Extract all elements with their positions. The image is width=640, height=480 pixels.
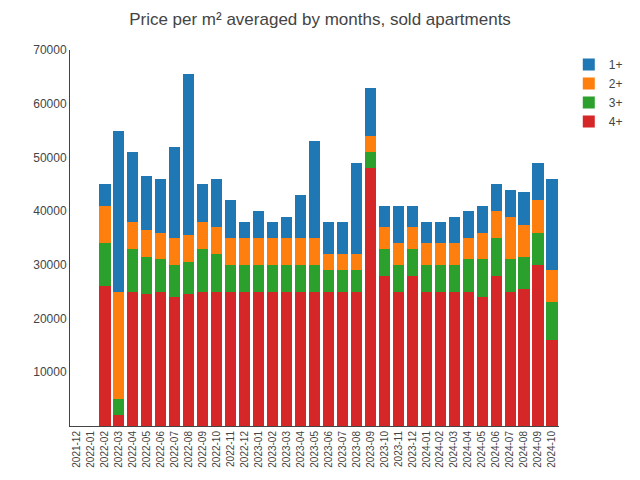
svg-text:10000: 10000 <box>33 365 67 379</box>
svg-text:2022-11: 2022-11 <box>225 431 236 467</box>
svg-text:2023-11: 2023-11 <box>393 431 404 467</box>
svg-text:2024-05: 2024-05 <box>476 431 487 468</box>
svg-text:2023-03: 2023-03 <box>281 431 292 468</box>
svg-text:2023-01: 2023-01 <box>253 431 264 468</box>
svg-text:Price per m² averaged by month: Price per m² averaged by months, sold ap… <box>129 10 511 29</box>
svg-text:2024-04: 2024-04 <box>462 431 473 468</box>
svg-text:2024-10: 2024-10 <box>546 431 557 468</box>
svg-text:2023-09: 2023-09 <box>365 431 376 468</box>
svg-text:2022-03: 2022-03 <box>113 431 124 468</box>
svg-text:70000: 70000 <box>33 43 67 57</box>
svg-text:20000: 20000 <box>33 312 67 326</box>
svg-text:40000: 40000 <box>33 204 67 218</box>
svg-text:2024-08: 2024-08 <box>518 431 529 468</box>
svg-text:2023-08: 2023-08 <box>351 431 362 468</box>
svg-text:2022-07: 2022-07 <box>169 431 180 468</box>
svg-text:2023-12: 2023-12 <box>407 431 418 468</box>
svg-text:2022-02: 2022-02 <box>99 431 110 468</box>
svg-text:2+: 2+ <box>609 77 623 91</box>
svg-text:2024-02: 2024-02 <box>434 431 445 468</box>
svg-text:2021-12: 2021-12 <box>71 431 82 468</box>
svg-text:1+: 1+ <box>609 58 623 72</box>
svg-text:2022-05: 2022-05 <box>141 431 152 468</box>
svg-text:2022-10: 2022-10 <box>211 431 222 468</box>
svg-text:60000: 60000 <box>33 97 67 111</box>
svg-text:2023-07: 2023-07 <box>337 431 348 468</box>
svg-text:2023-04: 2023-04 <box>295 431 306 468</box>
svg-text:4+: 4+ <box>609 115 623 129</box>
svg-text:2022-01: 2022-01 <box>85 431 96 468</box>
svg-text:2024-06: 2024-06 <box>490 431 501 468</box>
svg-text:2022-09: 2022-09 <box>197 431 208 468</box>
svg-text:2024-03: 2024-03 <box>448 431 459 468</box>
svg-text:30000: 30000 <box>33 258 67 272</box>
svg-text:2022-06: 2022-06 <box>155 431 166 468</box>
svg-text:2024-09: 2024-09 <box>532 431 543 468</box>
svg-text:2023-10: 2023-10 <box>379 431 390 468</box>
svg-text:2024-01: 2024-01 <box>421 431 432 468</box>
svg-text:2023-06: 2023-06 <box>323 431 334 468</box>
svg-text:50000: 50000 <box>33 151 67 165</box>
svg-text:2022-12: 2022-12 <box>239 431 250 468</box>
svg-text:2022-08: 2022-08 <box>183 431 194 468</box>
svg-text:2023-05: 2023-05 <box>309 431 320 468</box>
svg-text:3+: 3+ <box>609 96 623 110</box>
svg-text:2023-02: 2023-02 <box>267 431 278 468</box>
svg-text:2022-04: 2022-04 <box>127 431 138 468</box>
svg-text:2024-07: 2024-07 <box>504 431 515 468</box>
